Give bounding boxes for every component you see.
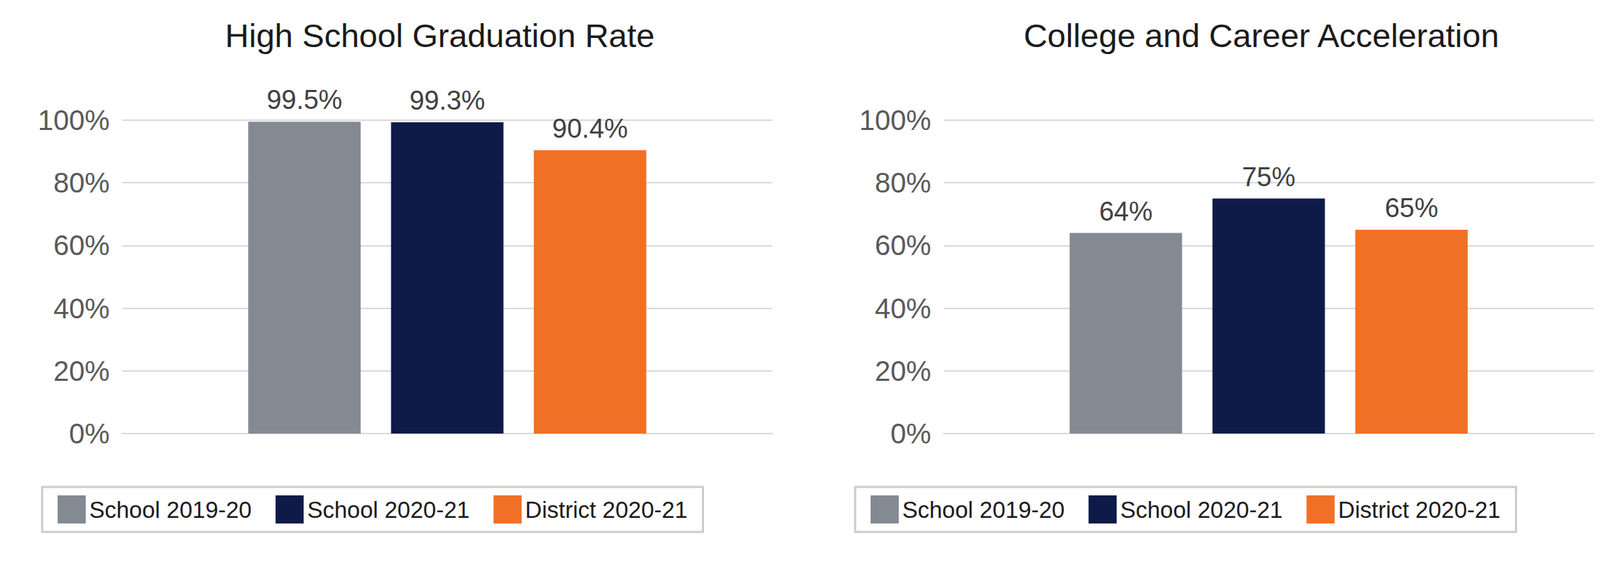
svg-text:90.4%: 90.4% [552, 113, 629, 144]
svg-text:District 2020-21: District 2020-21 [524, 496, 688, 523]
svg-text:0%: 0% [890, 418, 932, 450]
svg-text:80%: 80% [53, 167, 110, 199]
svg-text:100%: 100% [859, 104, 932, 136]
svg-text:60%: 60% [874, 229, 932, 261]
svg-text:40%: 40% [874, 293, 932, 324]
svg-text:75%: 75% [1241, 162, 1296, 192]
svg-text:20%: 20% [874, 355, 932, 387]
svg-text:64%: 64% [1098, 196, 1153, 227]
svg-text:20%: 20% [53, 355, 110, 387]
svg-text:School 2020-21: School 2020-21 [307, 496, 470, 523]
svg-text:School 2020-21: School 2020-21 [1120, 496, 1283, 523]
svg-text:80%: 80% [874, 167, 932, 199]
svg-text:0%: 0% [68, 418, 110, 450]
svg-text:99.5%: 99.5% [266, 85, 343, 115]
svg-text:District 2020-21: District 2020-21 [1337, 496, 1501, 523]
svg-text:High School Graduation Rate: High School Graduation Rate [224, 16, 655, 55]
svg-text:School 2019-20: School 2019-20 [89, 496, 252, 523]
svg-text:40%: 40% [53, 293, 110, 324]
svg-text:99.3%: 99.3% [409, 85, 486, 116]
svg-text:65%: 65% [1384, 193, 1439, 223]
svg-text:College and Career Acceleratio: College and Career Acceleration [1023, 16, 1500, 55]
svg-text:60%: 60% [53, 229, 110, 261]
svg-text:School 2019-20: School 2019-20 [902, 496, 1065, 523]
svg-text:100%: 100% [37, 104, 110, 136]
